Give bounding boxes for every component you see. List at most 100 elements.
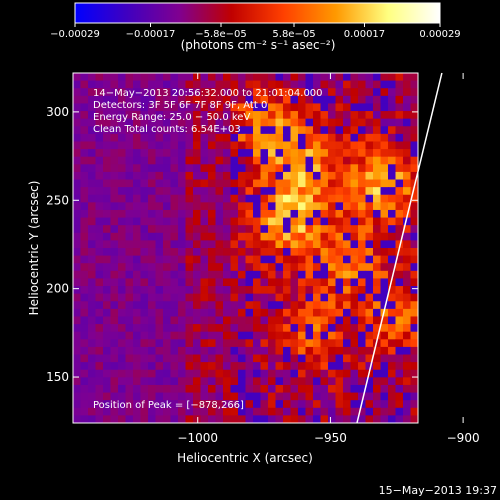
- heatmap-cell: [328, 362, 337, 371]
- heatmap-cell: [95, 171, 104, 181]
- heatmap-cell: [118, 392, 127, 401]
- heatmap-cell: [193, 118, 202, 127]
- heatmap-cell: [275, 141, 284, 150]
- heatmap-cell: [185, 308, 194, 318]
- heatmap-cell: [373, 270, 382, 280]
- heatmap-cell: [230, 133, 239, 143]
- heatmap-cell: [305, 286, 314, 295]
- heatmap-cell: [80, 278, 89, 287]
- heatmap-cell: [223, 164, 232, 173]
- heatmap-cell: [110, 301, 119, 310]
- heatmap-cell: [260, 202, 269, 211]
- heatmap-cell: [328, 179, 337, 188]
- heatmap-cell: [80, 407, 89, 416]
- heatmap-cell: [133, 346, 142, 356]
- heatmap-cell: [403, 171, 412, 181]
- heatmap-cell: [148, 156, 157, 165]
- heatmap-cell: [305, 187, 314, 196]
- heatmap-cell: [140, 400, 149, 409]
- heatmap-cell: [365, 217, 374, 226]
- heatmap-cell: [305, 111, 314, 120]
- heatmap-cell: [268, 354, 277, 363]
- heatmap-cell: [118, 248, 127, 257]
- heatmap-cell: [185, 156, 194, 165]
- heatmap-cell: [298, 187, 307, 196]
- heatmap-cell: [290, 202, 299, 211]
- heatmap-cell: [170, 187, 179, 196]
- heatmap-cell: [185, 248, 194, 257]
- heatmap-cell: [298, 156, 307, 165]
- heatmap-cell: [80, 377, 89, 386]
- heatmap-cell: [290, 354, 299, 363]
- heatmap-cell: [268, 133, 277, 143]
- chart-title: Reconstructed RHESSI Image: [135, 52, 354, 70]
- heatmap-cell: [380, 95, 389, 105]
- heatmap-cell: [208, 278, 217, 287]
- heatmap-cell: [290, 316, 299, 325]
- heatmap-cell: [380, 141, 389, 150]
- heatmap-cell: [365, 240, 374, 249]
- heatmap-cell: [290, 171, 299, 181]
- heatmap-cell: [125, 194, 134, 203]
- heatmap-cell: [200, 95, 209, 105]
- heatmap-cell: [118, 362, 127, 371]
- heatmap-cell: [223, 88, 232, 97]
- heatmap-cell: [410, 248, 418, 257]
- heatmap-cell: [350, 354, 359, 363]
- heatmap-cell: [245, 156, 254, 165]
- heatmap-cell: [88, 316, 97, 325]
- heatmap-cell: [403, 324, 412, 333]
- heatmap-cell: [245, 316, 254, 325]
- heatmap-cell: [373, 111, 382, 120]
- heatmap-cell: [283, 187, 292, 196]
- heatmap-cell: [148, 88, 157, 97]
- heatmap-cell: [395, 392, 404, 401]
- heatmap-cell: [230, 80, 239, 89]
- heatmap-cell: [358, 324, 367, 333]
- heatmap-cell: [328, 263, 337, 272]
- heatmap-cell: [290, 248, 299, 257]
- heatmap-cell: [373, 354, 382, 363]
- heatmap-cell: [365, 73, 374, 82]
- heatmap-cell: [410, 293, 418, 302]
- heatmap-cell: [373, 392, 382, 401]
- heatmap-cell: [245, 240, 254, 249]
- heatmap-cell: [335, 369, 344, 378]
- heatmap-cell: [395, 209, 404, 219]
- heatmap-cell: [133, 141, 142, 150]
- heatmap-cell: [313, 209, 322, 219]
- heatmap-cell: [253, 263, 262, 272]
- heatmap-cell: [268, 179, 277, 188]
- heatmap-cell: [223, 217, 232, 226]
- heatmap-cell: [268, 331, 277, 340]
- heatmap-cell: [80, 179, 89, 188]
- heatmap-cell: [298, 126, 307, 135]
- heatmap-cell: [125, 301, 134, 310]
- heatmap-cell: [395, 301, 404, 310]
- heatmap-cell: [320, 384, 329, 394]
- heatmap-cell: [208, 194, 217, 203]
- heatmap-cell: [163, 293, 172, 302]
- heatmap-cell: [80, 73, 89, 82]
- heatmap-cell: [208, 88, 217, 97]
- heatmap-cell: [260, 73, 269, 82]
- heatmap-cell: [193, 179, 202, 188]
- heatmap-cell: [260, 278, 269, 287]
- heatmap-cell: [410, 369, 418, 378]
- heatmap-cell: [200, 179, 209, 188]
- heatmap-cell: [350, 88, 359, 97]
- heatmap-cell: [305, 407, 314, 416]
- heatmap-cell: [313, 95, 322, 105]
- heatmap-cell: [343, 301, 352, 310]
- heatmap-cell: [320, 156, 329, 165]
- heatmap-cell: [328, 270, 337, 280]
- heatmap-cell: [350, 149, 359, 158]
- heatmap-cell: [110, 95, 119, 105]
- heatmap-cell: [230, 270, 239, 280]
- heatmap-cell: [163, 80, 172, 89]
- heatmap-cell: [125, 331, 134, 340]
- heatmap-cell: [283, 400, 292, 409]
- heatmap-cell: [163, 316, 172, 325]
- heatmap-cell: [73, 407, 82, 416]
- heatmap-cell: [80, 164, 89, 173]
